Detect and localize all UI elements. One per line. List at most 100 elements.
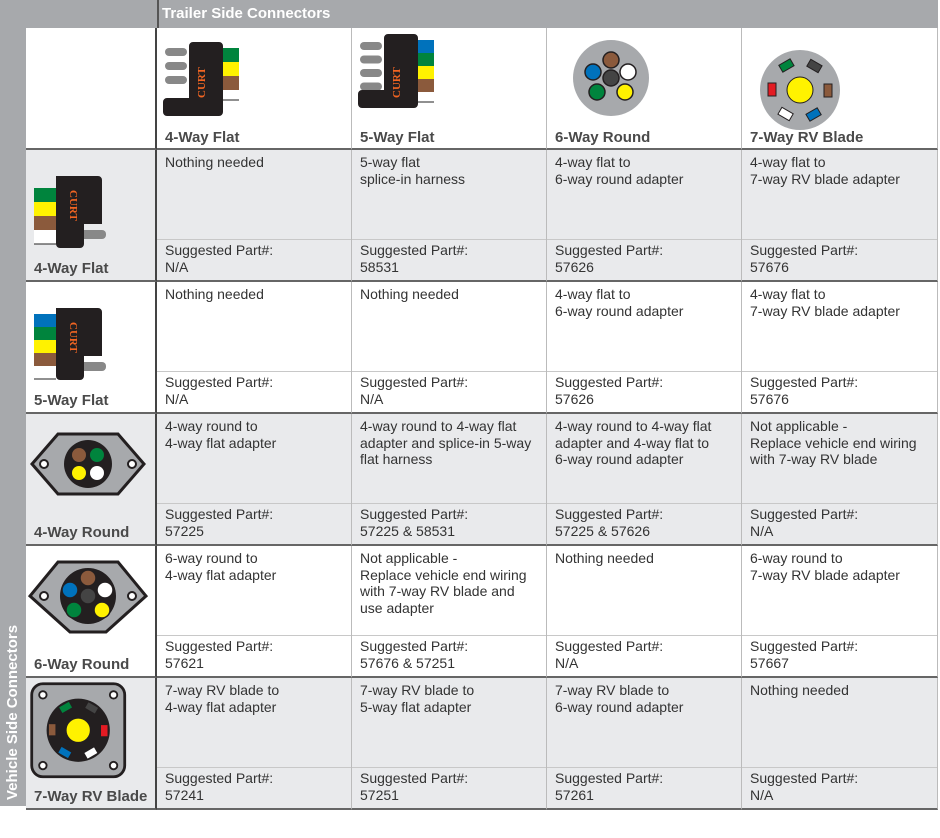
part-number: N/A (360, 390, 384, 407)
6-way-round-connector-icon (551, 36, 671, 131)
4-way-flat-connector-icon: CURT (161, 32, 251, 127)
solution-description: Not applicable - Replace vehicle end wir… (360, 550, 527, 616)
column-header: 6-Way Round (547, 28, 742, 150)
solution-description: 7-way RV blade to 4-way flat adapter (165, 682, 280, 715)
suggested-part: Suggested Part#: 57676 (742, 239, 937, 280)
solution-description: Nothing needed (165, 286, 264, 302)
table-cell: Not applicable - Replace vehicle end wir… (352, 546, 547, 678)
part-number: 57225 (165, 522, 204, 539)
row-header-7-way-rv-blade: 7-Way RV Blade (26, 678, 157, 810)
solution-description: Not applicable - Replace vehicle end wir… (750, 418, 917, 467)
table-cell: Not applicable - Replace vehicle end wir… (742, 414, 938, 546)
part-label: Suggested Part#: (555, 242, 664, 258)
trailer-side-bar (26, 0, 938, 28)
part-label: Suggested Part#: (750, 770, 859, 786)
vehicle-side-label: Vehicle Side Connectors (4, 624, 21, 800)
table-cell: 4-way round to 4-way flat adapter and 4-… (547, 414, 742, 546)
suggested-part: Suggested Part#: 57676 (742, 371, 937, 412)
part-number: N/A (165, 390, 189, 407)
part-label: Suggested Part#: (555, 374, 664, 390)
suggested-part: Suggested Part#: 57667 (742, 635, 937, 676)
part-label: Suggested Part#: (165, 638, 274, 654)
table-cell: 4-way round to 4-way flat adapter and sp… (352, 414, 547, 546)
solution-description: 7-way RV blade to 5-way flat adapter (360, 682, 475, 715)
part-number: 57667 (750, 654, 789, 671)
table-cell: 4-way flat to 6-way round adapter Suggest… (547, 282, 742, 414)
corner-cell (26, 28, 157, 150)
part-number: N/A (750, 786, 774, 803)
part-label: Suggested Part#: (165, 374, 274, 390)
table-cell: 4-way round to 4-way flat adapter Suggest… (157, 414, 352, 546)
4-way-round-connector-icon (28, 422, 148, 517)
table-cell: Nothing needed Suggested Part#: N/A (352, 282, 547, 414)
table-cell: 7-way RV blade to 6-way round adapter Sug… (547, 678, 742, 810)
solution-description: 4-way flat to 7-way RV blade adapter (750, 286, 900, 319)
column-label: 5-Way Flat (360, 129, 435, 146)
part-number: 57626 (555, 390, 594, 407)
suggested-part: Suggested Part#: N/A (742, 503, 937, 544)
divider (157, 0, 159, 28)
part-label: Suggested Part#: (165, 770, 274, 786)
part-number: N/A (165, 258, 189, 275)
table-cell: 4-way flat to 7-way RV blade adapter Sugg… (742, 282, 938, 414)
solution-description: 4-way flat to 7-way RV blade adapter (750, 154, 900, 187)
part-label: Suggested Part#: (750, 374, 859, 390)
part-number: 57261 (555, 786, 594, 803)
column-label: 4-Way Flat (165, 129, 240, 146)
table-cell: 5-way flat splice-in harness Suggested Pa… (352, 150, 547, 282)
part-label: Suggested Part#: (165, 506, 274, 522)
part-number: 57225 & 58531 (360, 522, 455, 539)
part-number: 57621 (165, 654, 204, 671)
suggested-part: Suggested Part#: 57225 & 58531 (352, 503, 546, 544)
column-label: 6-Way Round (555, 129, 651, 146)
table-cell: Nothing needed Suggested Part#: N/A (742, 678, 938, 810)
suggested-part: Suggested Part#: 57626 (547, 239, 741, 280)
part-label: Suggested Part#: (555, 770, 664, 786)
row-label: 6-Way Round (34, 656, 130, 673)
suggested-part: Suggested Part#: 57225 & 57626 (547, 503, 741, 544)
solution-description: 4-way flat to 6-way round adapter (555, 154, 684, 187)
suggested-part: Suggested Part#: 57241 (157, 767, 351, 808)
solution-description: Nothing needed (165, 154, 264, 170)
solution-description: Nothing needed (360, 286, 459, 302)
column-label: 7-Way RV Blade (750, 129, 864, 146)
table-cell: Nothing needed Suggested Part#: N/A (547, 546, 742, 678)
part-number: 57676 (750, 258, 789, 275)
part-label: Suggested Part#: (360, 506, 469, 522)
part-label: Suggested Part#: (750, 506, 859, 522)
table-cell: 6-way round to 7-way RV blade adapter Sug… (742, 546, 938, 678)
solution-description: 4-way round to 4-way flat adapter and 4-… (555, 418, 712, 467)
row-label: 5-Way Flat (34, 392, 109, 409)
column-header: CURT 4-Way Flat (157, 28, 352, 150)
suggested-part: Suggested Part#: N/A (742, 767, 937, 808)
solution-description: 4-way round to 4-way flat adapter (165, 418, 277, 451)
compatibility-table: CURT 4-Way Flat CURT 5-Way Flat 6-Way Round 7… (26, 28, 938, 810)
part-number: 57225 & 57626 (555, 522, 650, 539)
part-label: Suggested Part#: (360, 770, 469, 786)
row-label: 4-Way Flat (34, 260, 109, 277)
suggested-part: Suggested Part#: 57225 (157, 503, 351, 544)
part-label: Suggested Part#: (555, 506, 664, 522)
part-label: Suggested Part#: (555, 638, 664, 654)
5-way-flat-connector-icon: CURT (28, 300, 118, 395)
suggested-part: Suggested Part#: 57251 (352, 767, 546, 808)
5-way-flat-connector-icon: CURT (356, 32, 446, 127)
part-number: 57241 (165, 786, 204, 803)
suggested-part: Suggested Part#: 57261 (547, 767, 741, 808)
table-cell: Nothing needed Suggested Part#: N/A (157, 150, 352, 282)
part-number: 57676 & 57251 (360, 654, 455, 671)
part-label: Suggested Part#: (165, 242, 274, 258)
row-header-4-way-round: 4-Way Round (26, 414, 157, 546)
table-cell: Nothing needed Suggested Part#: N/A (157, 282, 352, 414)
svg-text:CURT: CURT (67, 190, 79, 221)
suggested-part: Suggested Part#: 57626 (547, 371, 741, 412)
solution-description: 6-way round to 4-way flat adapter (165, 550, 277, 583)
suggested-part: Suggested Part#: N/A (352, 371, 546, 412)
suggested-part: Suggested Part#: 58531 (352, 239, 546, 280)
suggested-part: Suggested Part#: N/A (157, 239, 351, 280)
table-cell: 6-way round to 4-way flat adapter Suggest… (157, 546, 352, 678)
vehicle-side-bar: Vehicle Side Connectors (0, 0, 26, 806)
4-way-flat-connector-icon: CURT (28, 168, 118, 263)
suggested-part: Suggested Part#: N/A (547, 635, 741, 676)
suggested-part: Suggested Part#: 57621 (157, 635, 351, 676)
